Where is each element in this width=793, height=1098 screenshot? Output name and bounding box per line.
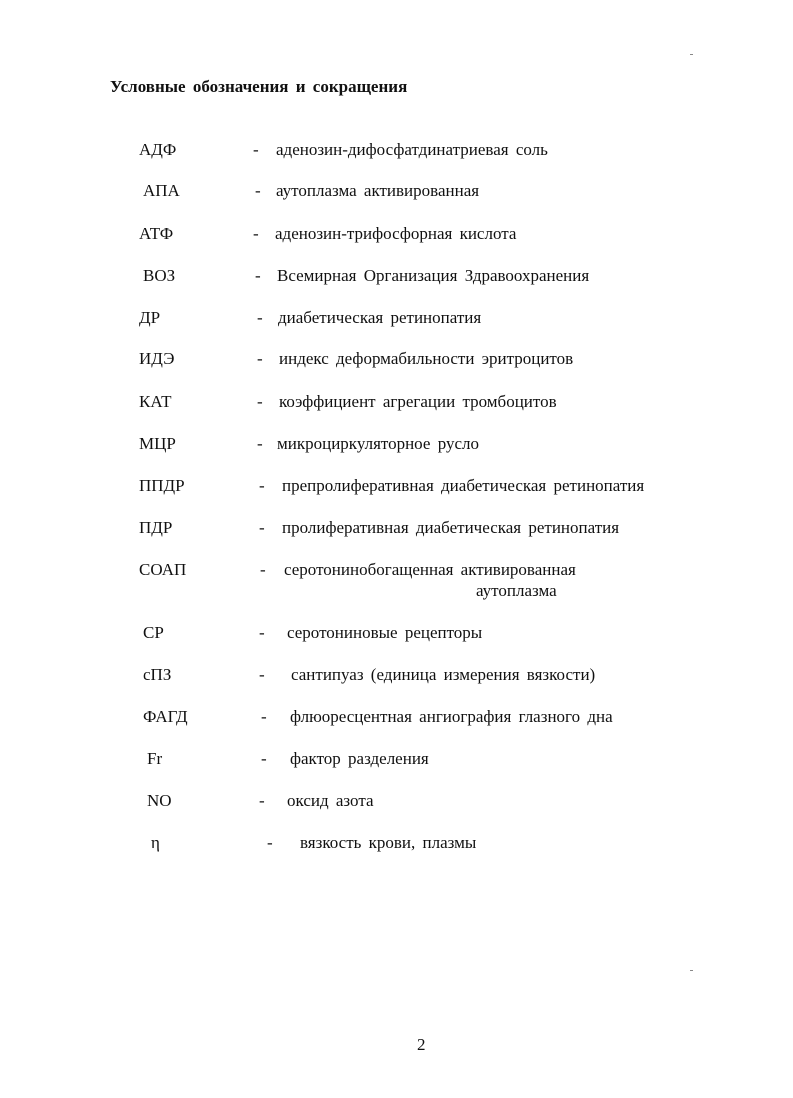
list-item: АПА - аутоплазма активированная <box>0 181 793 203</box>
abbreviation: Fr <box>147 749 163 768</box>
separator-dash: - <box>260 560 266 579</box>
page-title: Условные обозначения и сокращения <box>110 77 408 96</box>
definition: индекс деформабильности эритроцитов <box>279 349 574 368</box>
definition: аутоплазма активированная <box>276 181 480 200</box>
scan-mark <box>690 54 693 55</box>
list-item: АТФ - аденозин-трифосфорная кислота <box>0 224 793 246</box>
separator-dash: - <box>253 140 259 159</box>
separator-dash: - <box>261 707 267 726</box>
separator-dash: - <box>255 266 261 285</box>
abbreviation: АПА <box>143 181 180 200</box>
list-item: ПДР - пролиферативная диабетическая ретино… <box>0 518 793 540</box>
list-item: ППДР - препролиферативная диабетическая ре… <box>0 476 793 498</box>
separator-dash: - <box>259 476 265 495</box>
list-item: ВОЗ - Всемирная Организация Здравоохранени… <box>0 266 793 288</box>
abbreviation: АТФ <box>139 224 174 243</box>
definition: флюоресцентная ангиография глазного дна <box>290 707 613 726</box>
definition: пролиферативная диабетическая ретинопати… <box>282 518 620 537</box>
abbreviation: η <box>151 833 160 852</box>
definition: микроциркуляторное русло <box>277 434 479 453</box>
list-item: СР - серотониновые рецепторы <box>0 623 793 645</box>
separator-dash: - <box>257 308 263 327</box>
separator-dash: - <box>259 518 265 537</box>
abbreviation: АДФ <box>139 140 177 159</box>
separator-dash: - <box>259 665 265 684</box>
abbreviation: МЦР <box>139 434 176 453</box>
abbreviation: ФАГД <box>143 707 188 726</box>
definition: оксид азота <box>287 791 374 810</box>
definition: серотониновые рецепторы <box>287 623 483 642</box>
definition: препролиферативная диабетическая ретиноп… <box>282 476 645 495</box>
abbreviation: ППДР <box>139 476 185 495</box>
abbreviation: ИДЭ <box>139 349 175 368</box>
abbreviation: ПДР <box>139 518 173 537</box>
definition: фактор разделения <box>290 749 429 768</box>
scan-mark <box>690 970 693 971</box>
definition: аденозин-трифосфорная кислота <box>275 224 517 243</box>
abbreviation: СР <box>143 623 164 642</box>
list-item: Fr - фактор разделения <box>0 749 793 771</box>
definition: сантипуаз (единица измерения вязкости) <box>291 665 596 684</box>
separator-dash: - <box>255 181 261 200</box>
list-item: СОАП - серотонинобогащенная активированная… <box>0 560 793 600</box>
list-item: сПЗ - сантипуаз (единица измерения вязкост… <box>0 665 793 687</box>
abbreviation: сПЗ <box>143 665 172 684</box>
page-number: 2 <box>417 1035 426 1054</box>
abbreviation: ДР <box>139 308 161 327</box>
separator-dash: - <box>261 749 267 768</box>
definition: аденозин-дифосфатдинатриевая соль <box>276 140 548 159</box>
separator-dash: - <box>257 392 263 411</box>
list-item: АДФ - аденозин-дифосфатдинатриевая соль <box>0 140 793 162</box>
separator-dash: - <box>259 623 265 642</box>
list-item: ДР - диабетическая ретинопатия <box>0 308 793 330</box>
list-item: КАТ - коэффициент агрегации тромбоцитов <box>0 392 793 414</box>
definition: вязкость крови, плазмы <box>300 833 477 852</box>
abbreviation: NO <box>147 791 172 810</box>
separator-dash: - <box>257 349 263 368</box>
definition: серотонинобогащенная активированная <box>284 560 576 579</box>
definition: диабетическая ретинопатия <box>278 308 482 327</box>
definition: коэффициент агрегации тромбоцитов <box>279 392 557 411</box>
separator-dash: - <box>259 791 265 810</box>
abbreviation: СОАП <box>139 560 187 579</box>
separator-dash: - <box>253 224 259 243</box>
list-item: NO - оксид азота <box>0 791 793 813</box>
separator-dash: - <box>257 434 263 453</box>
abbreviation: ВОЗ <box>143 266 176 285</box>
separator-dash: - <box>267 833 273 852</box>
list-item: МЦР - микроциркуляторное русло <box>0 434 793 456</box>
list-item: ИДЭ - индекс деформабильности эритроцитов <box>0 349 793 371</box>
abbreviation: КАТ <box>139 392 172 411</box>
list-item: ФАГД - флюоресцентная ангиография глазного… <box>0 707 793 729</box>
definition: Всемирная Организация Здравоохранения <box>277 266 590 285</box>
list-item: η - вязкость крови, плазмы <box>0 833 793 855</box>
definition-continuation: аутоплазма <box>476 581 557 600</box>
